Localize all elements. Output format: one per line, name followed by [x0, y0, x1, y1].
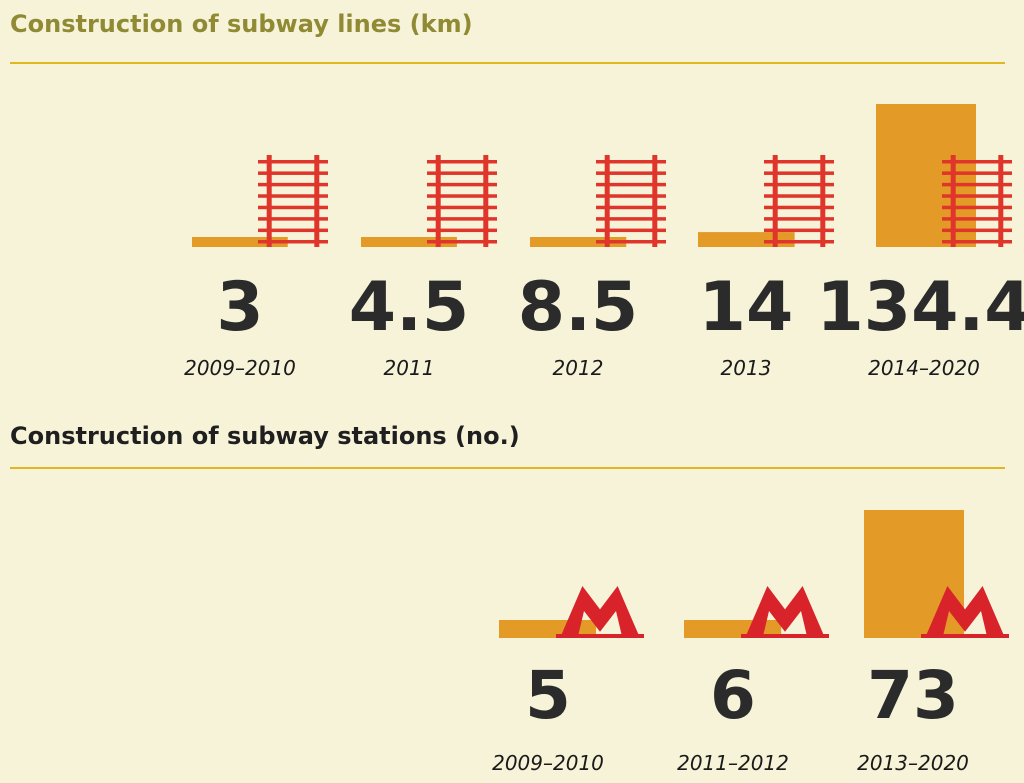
lines-chart: 3 2009–2010 4.5 2011 8.5 2012 14 2013 134.4 2014–… — [184, 104, 1024, 380]
lines-chart-title: Construction of subway lines (km) — [10, 10, 473, 38]
value-label: 3 — [216, 268, 263, 347]
lines-title-divider — [10, 62, 1005, 64]
rail-track-icon — [427, 155, 497, 247]
value-label: 4.5 — [349, 268, 469, 347]
value-label: 8.5 — [518, 268, 638, 347]
category-label: 2013–2020 — [857, 751, 969, 775]
value-label: 6 — [710, 657, 756, 734]
category-label: 2012 — [553, 356, 604, 380]
category-label: 2009–2010 — [184, 356, 296, 380]
metro-m-logo-icon — [921, 586, 1009, 638]
value-label: 134.4 — [816, 268, 1024, 347]
stations-chart-title: Construction of subway stations (no.) — [10, 422, 520, 450]
bar — [864, 510, 964, 638]
value-label: 73 — [867, 657, 959, 734]
category-label: 2011 — [384, 356, 435, 380]
rail-track-icon — [942, 155, 1012, 247]
value-label: 5 — [525, 657, 571, 734]
rail-track-icon — [258, 155, 328, 247]
bar — [361, 237, 457, 247]
metro-m-logo-icon — [556, 586, 644, 638]
category-label: 2013 — [721, 356, 772, 380]
bar — [876, 104, 976, 247]
metro-m-logo-icon — [741, 586, 829, 638]
category-label: 2014–2020 — [868, 356, 980, 380]
stations-title-divider — [10, 467, 1005, 469]
category-label: 2009–2010 — [492, 751, 604, 775]
category-label: 2011–2012 — [677, 751, 789, 775]
rail-track-icon — [596, 155, 666, 247]
bar — [530, 237, 627, 247]
value-label: 14 — [699, 268, 794, 347]
rail-track-icon — [764, 155, 834, 247]
bar — [192, 237, 288, 247]
